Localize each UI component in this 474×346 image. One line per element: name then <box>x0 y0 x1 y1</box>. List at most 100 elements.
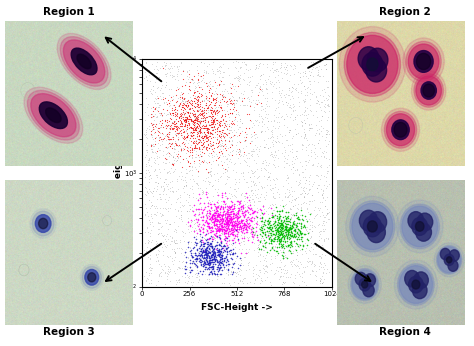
Point <box>229 252 237 257</box>
Point <box>178 111 186 117</box>
Point <box>170 102 178 108</box>
Point <box>310 162 317 168</box>
Point <box>210 256 217 262</box>
Point <box>242 230 249 235</box>
Point <box>188 204 196 210</box>
Point <box>252 230 259 235</box>
Point <box>284 242 292 247</box>
Point <box>190 108 198 113</box>
Point <box>152 70 160 76</box>
Point <box>166 140 173 146</box>
Point <box>215 251 223 257</box>
Point <box>229 213 237 219</box>
Point <box>283 230 290 236</box>
Point <box>316 278 324 284</box>
Point <box>159 149 167 154</box>
Point <box>238 208 246 213</box>
Point <box>215 260 223 265</box>
Point <box>151 206 159 211</box>
Point <box>277 64 285 69</box>
Point <box>201 246 209 252</box>
Point <box>209 143 217 148</box>
Point <box>296 74 303 79</box>
Point <box>200 262 208 267</box>
Point <box>228 198 235 203</box>
Point <box>262 142 270 147</box>
Point <box>282 137 290 143</box>
Point <box>236 223 244 228</box>
Point <box>228 153 236 158</box>
Point <box>186 245 194 250</box>
Point <box>202 121 210 127</box>
Point <box>320 267 328 272</box>
Point <box>186 94 193 100</box>
Point <box>222 123 230 129</box>
Point <box>315 266 323 272</box>
Point <box>284 180 292 186</box>
Point <box>212 85 219 91</box>
Point <box>263 111 270 116</box>
Point <box>204 83 211 88</box>
Point <box>228 226 235 231</box>
Point <box>170 119 177 125</box>
Point <box>143 193 150 198</box>
Point <box>149 121 157 127</box>
Point <box>157 125 164 130</box>
Point <box>197 227 204 233</box>
Point <box>200 75 207 80</box>
Point <box>178 95 186 101</box>
Point <box>249 273 257 279</box>
Point <box>213 120 221 126</box>
Point <box>233 231 241 237</box>
Point <box>204 236 211 242</box>
Point <box>267 267 274 272</box>
Point <box>181 82 189 88</box>
Point <box>215 229 223 234</box>
Point <box>227 269 235 275</box>
Point <box>190 98 198 103</box>
Point <box>240 254 248 260</box>
Point <box>253 151 260 157</box>
Point <box>148 114 155 119</box>
Point <box>180 100 187 106</box>
Point <box>216 266 224 271</box>
Point <box>201 249 209 255</box>
Point <box>141 109 149 115</box>
Point <box>166 268 174 274</box>
Point <box>242 144 250 149</box>
Point <box>199 243 207 249</box>
Point <box>193 257 201 262</box>
Point <box>218 260 225 266</box>
Point <box>196 129 203 134</box>
Point <box>191 104 199 110</box>
Point <box>150 99 158 104</box>
Point <box>155 135 163 141</box>
Point <box>200 267 208 272</box>
Point <box>219 226 227 231</box>
Point <box>209 267 216 272</box>
Point <box>225 152 233 158</box>
Point <box>217 143 224 148</box>
Circle shape <box>32 211 54 236</box>
Point <box>163 151 171 156</box>
Point <box>166 70 173 75</box>
Point <box>179 186 186 191</box>
Point <box>279 231 286 237</box>
Point <box>173 240 180 246</box>
Point <box>199 97 206 103</box>
Point <box>204 130 212 136</box>
Point <box>205 133 212 139</box>
Point <box>204 130 212 136</box>
Point <box>201 258 208 263</box>
Point <box>193 118 201 123</box>
Point <box>274 147 282 153</box>
Point <box>227 141 235 147</box>
Point <box>267 241 275 246</box>
Point <box>161 196 168 201</box>
Point <box>281 92 288 98</box>
Point <box>257 100 265 106</box>
Point <box>171 126 178 131</box>
Point <box>219 231 226 237</box>
Point <box>236 208 244 214</box>
Point <box>297 204 304 210</box>
